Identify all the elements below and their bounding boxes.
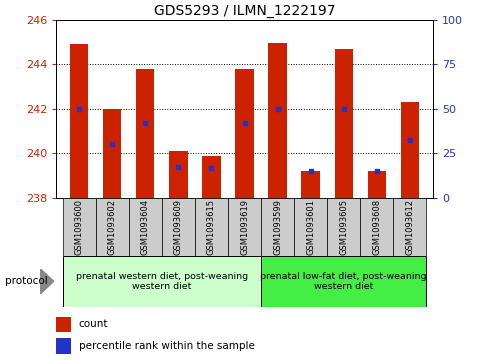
Bar (235, 69, 253, 198)
Bar (293, 198, 326, 256)
Bar (367, 171, 385, 198)
Text: GSM1093605: GSM1093605 (338, 199, 347, 255)
Bar (202, 156, 220, 198)
Bar (359, 198, 392, 256)
Bar (227, 198, 261, 256)
Text: GSM1093601: GSM1093601 (305, 199, 314, 255)
Text: percentile rank within the sample: percentile rank within the sample (79, 341, 254, 351)
Bar (63, 198, 96, 256)
Text: protocol: protocol (5, 276, 47, 286)
Text: GSM1093599: GSM1093599 (272, 199, 282, 255)
Bar (261, 198, 293, 256)
Text: GSM1093615: GSM1093615 (206, 199, 216, 255)
Text: GSM1093604: GSM1093604 (141, 199, 150, 255)
Bar (169, 151, 187, 198)
Bar (56, 338, 71, 354)
Text: prenatal low-fat diet, post-weaning
western diet: prenatal low-fat diet, post-weaning west… (260, 272, 426, 291)
Bar (70, 44, 88, 198)
Bar (195, 198, 227, 256)
Text: GSM1093608: GSM1093608 (371, 199, 380, 255)
Bar (103, 109, 121, 198)
Bar (261, 256, 425, 307)
Bar (392, 198, 425, 256)
Text: GSM1093609: GSM1093609 (174, 199, 183, 255)
Text: count: count (79, 319, 108, 329)
Bar (301, 171, 319, 198)
Bar (63, 256, 261, 307)
Text: GSM1093600: GSM1093600 (75, 199, 83, 255)
Bar (129, 198, 162, 256)
Polygon shape (40, 269, 54, 294)
Text: prenatal western diet, post-weaning
western diet: prenatal western diet, post-weaning west… (76, 272, 247, 291)
Title: GDS5293 / ILMN_1222197: GDS5293 / ILMN_1222197 (153, 4, 335, 17)
Text: GSM1093602: GSM1093602 (108, 199, 117, 255)
Text: GSM1093619: GSM1093619 (240, 199, 248, 255)
Bar (136, 69, 154, 198)
Bar (56, 317, 71, 332)
Bar (96, 198, 129, 256)
Bar (268, 43, 286, 198)
Text: GSM1093612: GSM1093612 (405, 199, 413, 255)
Bar (400, 102, 418, 198)
Bar (162, 198, 195, 256)
Bar (326, 198, 359, 256)
Bar (334, 49, 352, 198)
